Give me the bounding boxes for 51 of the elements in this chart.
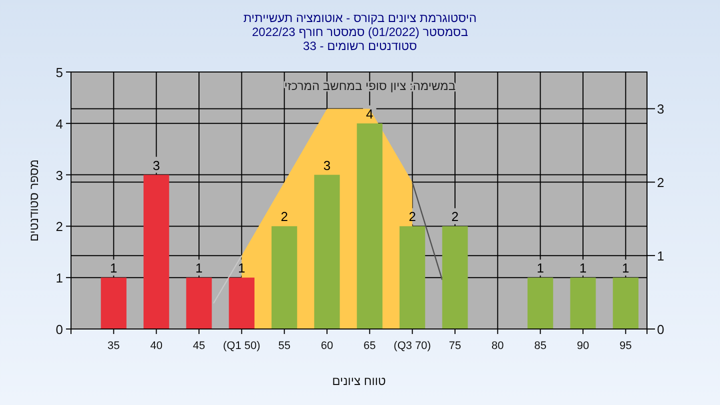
chart-title: היסטוגרמת ציונים בקורס - אוטומציה תעשייתית — [243, 11, 477, 25]
x-tick-label: 90 — [576, 340, 590, 352]
x-tick-label: 45 — [192, 340, 206, 352]
y-tick-label: 4 — [56, 116, 63, 132]
x-tick-label: 40 — [150, 340, 162, 352]
y-tick-label: 0 — [56, 322, 63, 337]
bar — [100, 278, 126, 329]
x-tick-label: 80 — [492, 340, 504, 352]
y2-tick-label: 3 — [657, 102, 664, 117]
data-label: 1 — [110, 260, 118, 276]
x-axis-title: טווח ציונים — [332, 374, 386, 388]
y-tick-label: 5 — [56, 65, 63, 80]
y2-tick-label: 0 — [657, 322, 664, 337]
x-tick-label: (Q3 70) — [394, 340, 431, 352]
data-label: 1 — [579, 260, 587, 276]
y-tick-label: 3 — [56, 168, 63, 183]
x-tick-label: 65 — [364, 340, 376, 352]
data-label: 2 — [451, 209, 459, 224]
y-axis-title: מספר סטודנטים — [27, 159, 41, 242]
data-label: 4 — [366, 106, 374, 122]
x-tick-label: 75 — [448, 340, 462, 352]
y2-tick-label: 2 — [657, 175, 664, 190]
chart-subtitle: בסמסטר (01/2022) סמסטר חורף 2022/23 סטודנטים רשומים - 33 — [252, 25, 468, 53]
data-label: 3 — [323, 158, 331, 173]
data-label: 1 — [238, 260, 246, 276]
bar — [356, 123, 382, 329]
bar — [528, 278, 554, 329]
bar — [400, 226, 426, 329]
data-label: 2 — [408, 209, 416, 224]
x-tick-label: (Q1 50) — [223, 340, 260, 352]
bar — [144, 174, 170, 329]
data-label: 2 — [280, 209, 288, 224]
data-label: 1 — [195, 260, 203, 276]
bar — [228, 278, 254, 329]
data-label: 1 — [536, 260, 544, 276]
y-tick-label: 2 — [56, 219, 63, 234]
data-label: 3 — [152, 158, 160, 173]
x-tick-label: 95 — [620, 340, 632, 352]
x-tick-label: 35 — [108, 340, 120, 352]
x-tick-label: 55 — [278, 340, 290, 352]
bar — [272, 226, 298, 329]
x-tick-label: 60 — [320, 340, 334, 352]
bar — [186, 278, 212, 329]
bar — [314, 174, 340, 329]
x-tick-label: 85 — [534, 340, 546, 352]
bar — [612, 278, 638, 329]
data-label: 1 — [622, 260, 630, 276]
bar — [442, 226, 468, 329]
y-tick-label: 1 — [56, 270, 63, 286]
y2-tick-label: 1 — [657, 248, 664, 264]
bar — [570, 278, 596, 329]
